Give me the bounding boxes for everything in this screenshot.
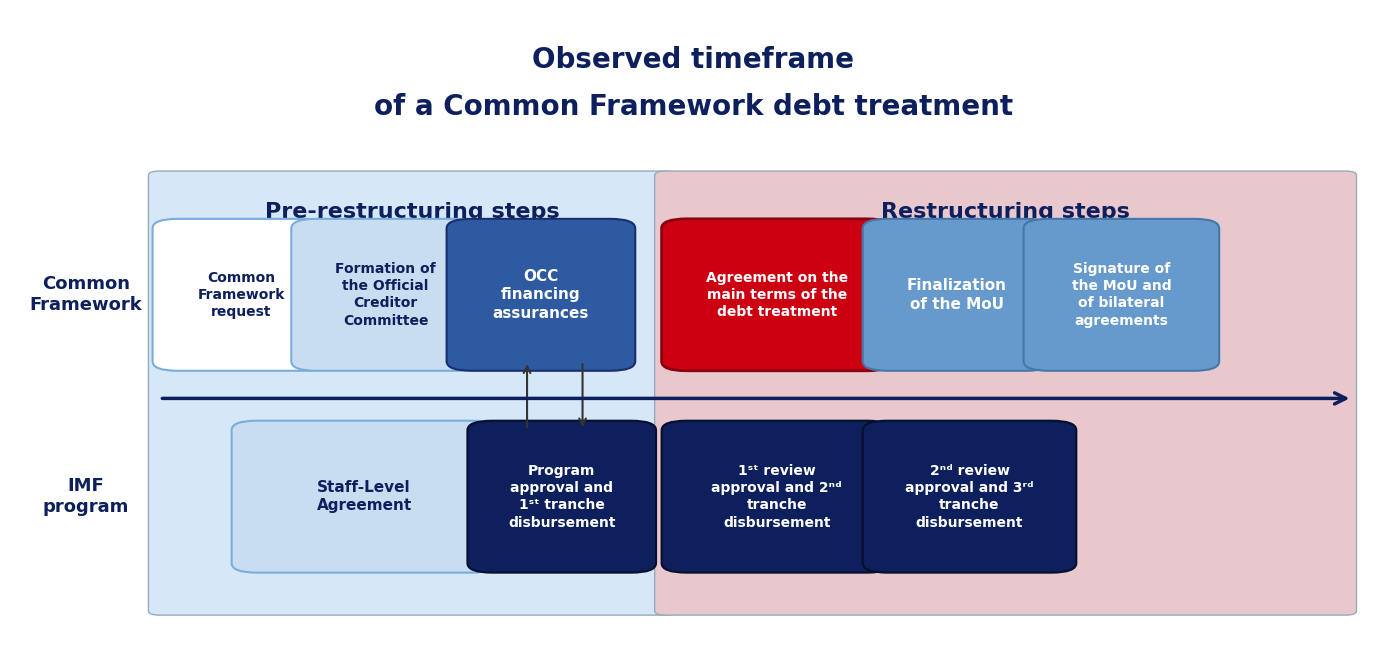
FancyBboxPatch shape: [153, 219, 330, 371]
Text: Program
approval and
1ˢᵗ tranche
disbursement: Program approval and 1ˢᵗ tranche disburs…: [508, 463, 616, 530]
Text: Signature of
the MoU and
of bilateral
agreements: Signature of the MoU and of bilateral ag…: [1072, 262, 1171, 328]
FancyBboxPatch shape: [148, 171, 677, 615]
Text: Staff-Level
Agreement: Staff-Level Agreement: [316, 480, 412, 513]
Text: 1ˢᵗ review
approval and 2ⁿᵈ
tranche
disbursement: 1ˢᵗ review approval and 2ⁿᵈ tranche disb…: [712, 463, 842, 530]
Text: Observed timeframe: Observed timeframe: [533, 46, 854, 74]
Text: 2ⁿᵈ review
approval and 3ʳᵈ
tranche
disbursement: 2ⁿᵈ review approval and 3ʳᵈ tranche disb…: [906, 463, 1033, 530]
Text: Agreement on the
main terms of the
debt treatment: Agreement on the main terms of the debt …: [706, 270, 847, 319]
Text: OCC
financing
assurances: OCC financing assurances: [492, 269, 589, 321]
FancyBboxPatch shape: [291, 219, 480, 371]
FancyBboxPatch shape: [662, 421, 892, 572]
FancyBboxPatch shape: [863, 421, 1076, 572]
FancyBboxPatch shape: [662, 219, 892, 371]
FancyBboxPatch shape: [655, 171, 1356, 615]
FancyBboxPatch shape: [1024, 219, 1219, 371]
Text: of a Common Framework debt treatment: of a Common Framework debt treatment: [374, 93, 1013, 121]
Text: Finalization
of the MoU: Finalization of the MoU: [907, 278, 1007, 311]
Text: Formation of
the Official
Creditor
Committee: Formation of the Official Creditor Commi…: [336, 262, 436, 328]
Text: IMF
program: IMF program: [43, 477, 129, 516]
Text: Common
Framework: Common Framework: [29, 276, 143, 314]
Text: Common
Framework
request: Common Framework request: [198, 270, 284, 319]
Text: Restructuring steps: Restructuring steps: [881, 203, 1130, 222]
FancyBboxPatch shape: [467, 421, 656, 572]
Text: Pre-restructuring steps: Pre-restructuring steps: [265, 203, 560, 222]
FancyBboxPatch shape: [863, 219, 1051, 371]
FancyBboxPatch shape: [232, 421, 497, 572]
FancyBboxPatch shape: [447, 219, 635, 371]
